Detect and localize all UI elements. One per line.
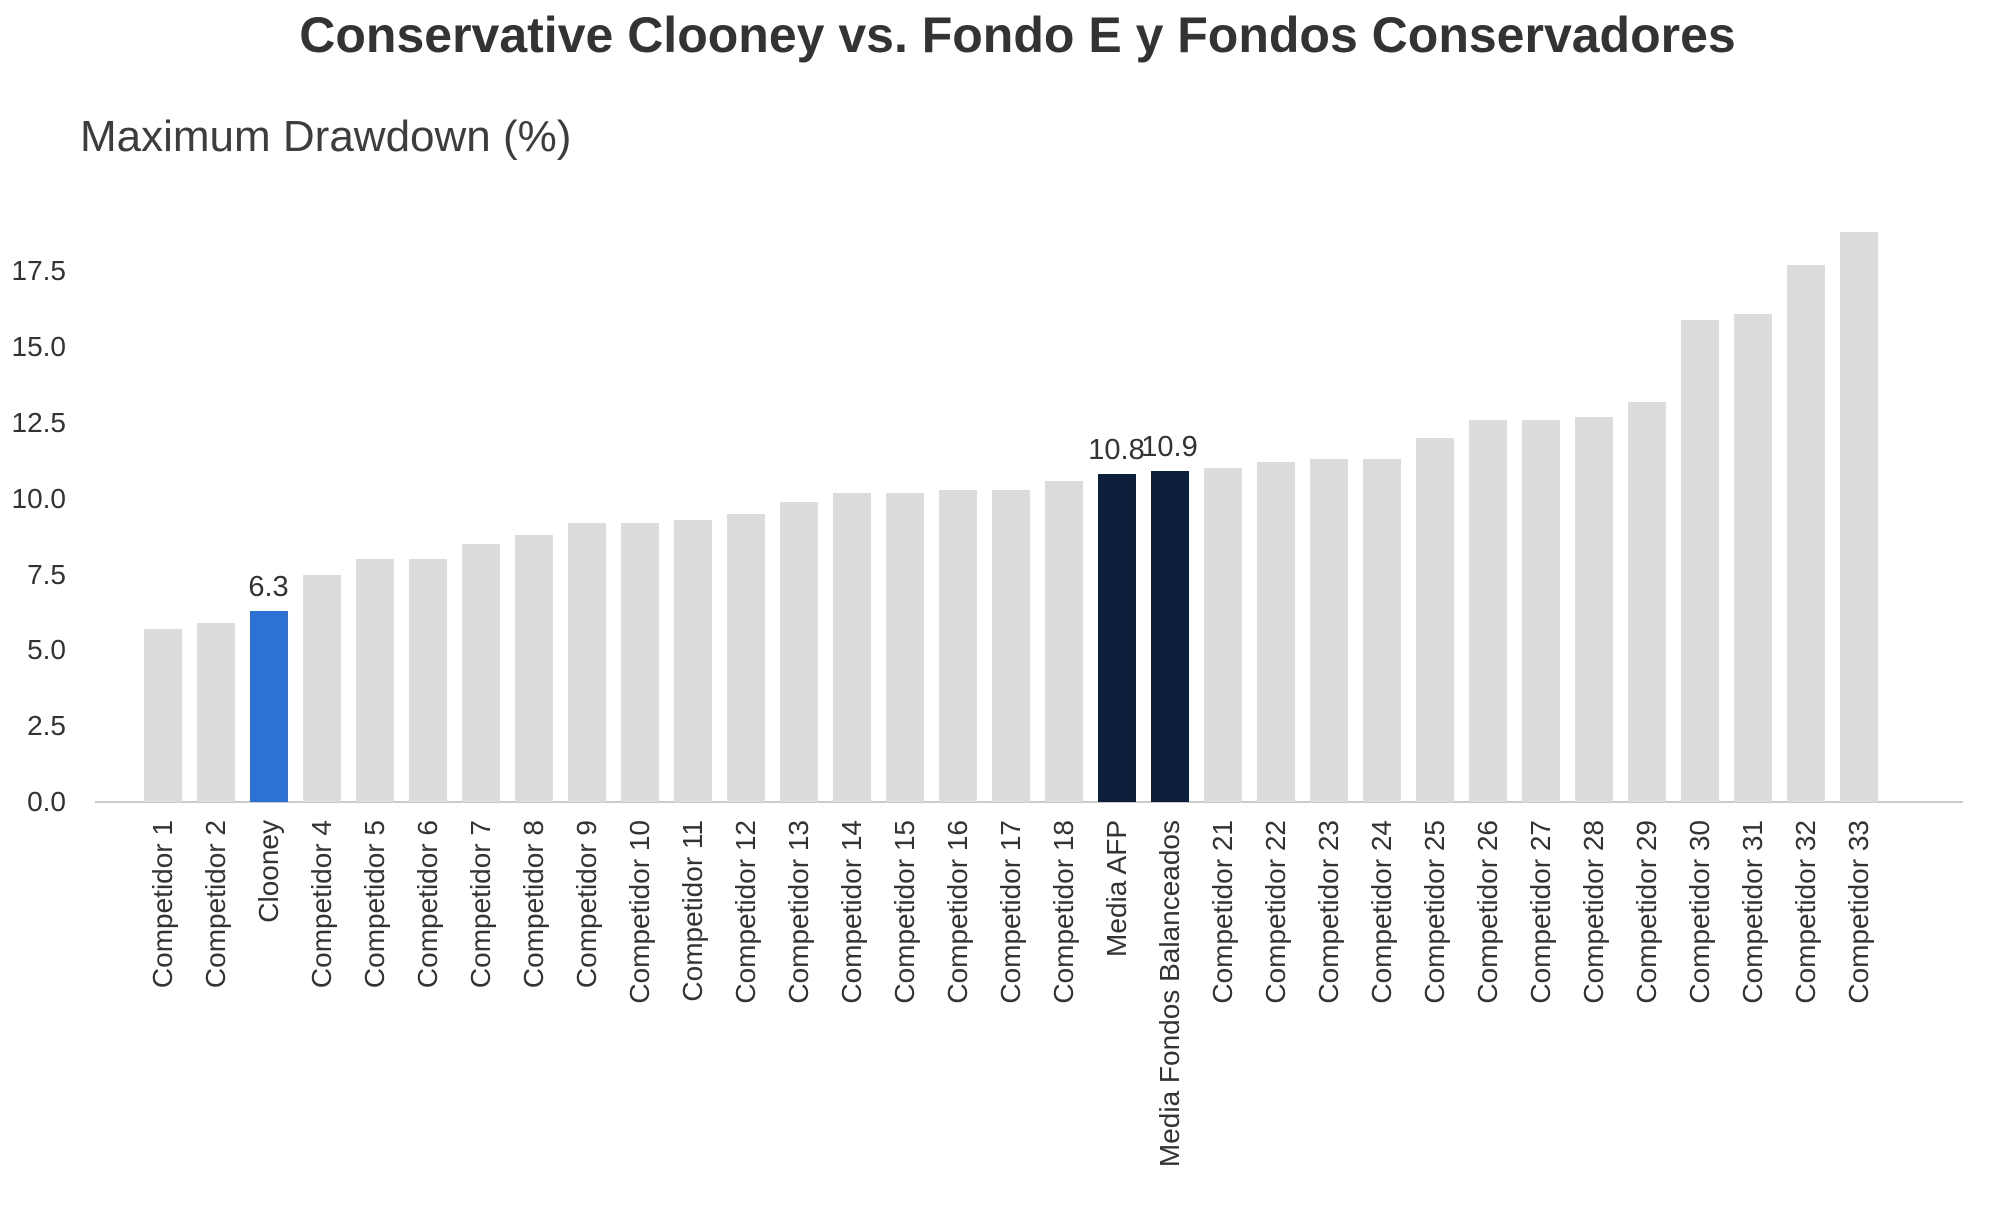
bar-competidor-15 [885,493,924,802]
value-label-media-fondos-balanceados: 10.9 [1141,431,1198,463]
bar-competidor-30 [1680,320,1719,802]
bar-competidor-14 [832,493,871,802]
bar-clooney [249,611,288,802]
bar-competidor-18 [1044,481,1083,802]
x-tick-label-competidor-9: Competidor 9 [570,820,602,989]
bar-competidor-9 [567,523,606,802]
x-tick-label-competidor-28: Competidor 28 [1577,820,1609,1004]
bar-competidor-4 [302,575,341,802]
x-tick-label-competidor-27: Competidor 27 [1524,820,1556,1004]
bar-competidor-6 [408,559,447,802]
x-tick-label-competidor-24: Competidor 24 [1365,820,1397,1004]
value-label-media-afp: 10.8 [1088,434,1145,466]
bar-competidor-23 [1309,459,1348,802]
bar-competidor-26 [1468,420,1507,802]
x-tick-label-media-afp: Media AFP [1100,820,1132,957]
y-tick-label: 7.5 [27,558,66,590]
x-tick-label-competidor-8: Competidor 8 [517,820,549,989]
x-tick-label-media-fondos-balanceados: Media Fondos Balanceados [1153,820,1185,1168]
value-label-clooney: 6.3 [248,571,289,603]
y-axis-label: Maximum Drawdown (%) [80,112,572,161]
x-tick-label-competidor-6: Competidor 6 [411,820,443,989]
bar-media-afp [1097,474,1136,802]
bar-competidor-22 [1256,462,1295,802]
x-tick-label-competidor-1: Competidor 1 [146,820,178,989]
x-tick-label-competidor-31: Competidor 31 [1736,820,1768,1004]
x-tick-label-competidor-7: Competidor 7 [464,820,496,989]
bar-competidor-32 [1786,265,1825,802]
y-tick-label: 15.0 [11,331,67,363]
bar-competidor-5 [355,559,394,802]
bar-competidor-28 [1574,417,1613,802]
x-tick-label-competidor-5: Competidor 5 [358,820,390,989]
x-tick-label-competidor-10: Competidor 10 [623,820,655,1004]
x-tick-label-competidor-12: Competidor 12 [729,820,761,1004]
x-tick-label-competidor-4: Competidor 4 [305,820,337,989]
bar-media-fondos-balanceados [1150,471,1189,802]
x-tick-label-clooney: Clooney [252,820,284,923]
x-tick-label-competidor-16: Competidor 16 [941,820,973,1004]
bar-competidor-1 [143,629,182,802]
x-tick-label-competidor-14: Competidor 14 [835,820,867,1004]
y-tick-label: 10.0 [11,482,67,514]
x-tick-label-competidor-22: Competidor 22 [1259,820,1291,1004]
x-tick-label-competidor-15: Competidor 15 [888,820,920,1004]
y-tick-label: 5.0 [27,634,66,666]
x-tick-label-competidor-30: Competidor 30 [1683,820,1715,1004]
bar-competidor-12 [726,514,765,802]
y-tick-label: 0.0 [27,786,66,817]
bar-competidor-16 [938,490,977,802]
y-tick-label: 17.5 [11,255,67,287]
bar-competidor-33 [1839,232,1878,802]
bar-competidor-8 [514,535,553,802]
bar-competidor-2 [196,623,235,802]
x-tick-label-competidor-13: Competidor 13 [782,820,814,1004]
x-tick-label-competidor-26: Competidor 26 [1471,820,1503,1004]
bar-competidor-21 [1203,468,1242,802]
x-tick-label-competidor-11: Competidor 11 [676,820,708,1002]
y-tick-label: 12.5 [11,406,67,438]
x-tick-label-competidor-29: Competidor 29 [1630,820,1662,1004]
bar-competidor-31 [1733,314,1772,802]
x-tick-label-competidor-32: Competidor 32 [1789,820,1821,1004]
x-tick-label-competidor-21: Competidor 21 [1206,820,1238,1004]
bar-competidor-13 [779,502,818,802]
x-axis-line [95,801,1963,803]
x-tick-label-competidor-2: Competidor 2 [199,820,231,989]
bar-competidor-10 [620,523,659,802]
bar-competidor-29 [1627,402,1666,802]
x-tick-label-competidor-23: Competidor 23 [1312,820,1344,1004]
bar-competidor-7 [461,544,500,802]
x-tick-label-competidor-33: Competidor 33 [1842,820,1874,1004]
x-tick-label-competidor-18: Competidor 18 [1047,820,1079,1004]
y-tick-label: 2.5 [27,710,66,742]
x-tick-label-competidor-25: Competidor 25 [1418,820,1450,1004]
chart-title: Conservative Clooney vs. Fondo E y Fondo… [299,7,1736,63]
bar-competidor-11 [673,520,712,802]
x-tick-label-competidor-17: Competidor 17 [994,820,1026,1004]
bar-competidor-25 [1415,438,1454,802]
bar-competidor-24 [1362,459,1401,802]
bar-competidor-17 [991,490,1030,802]
bar-competidor-27 [1521,420,1560,802]
